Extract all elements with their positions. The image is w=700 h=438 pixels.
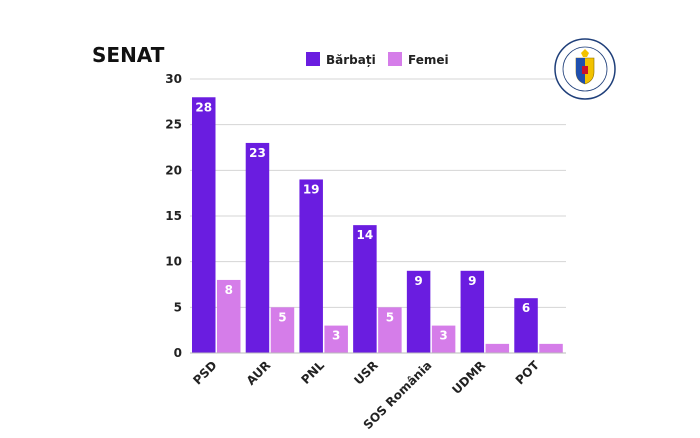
data-label: 28 [195, 100, 212, 114]
legend-label: Femei [408, 53, 449, 67]
data-label: 3 [439, 329, 447, 343]
y-tick-label: 5 [174, 300, 182, 314]
seal-icon [554, 38, 616, 100]
x-tick-label: PSD [190, 358, 219, 387]
legend-label: Bărbați [326, 53, 376, 67]
chart-title: SENAT [92, 43, 165, 67]
y-tick-label: 30 [165, 72, 182, 86]
y-tick-label: 25 [165, 118, 182, 132]
bar-femei [324, 325, 348, 353]
data-label: 5 [278, 310, 286, 324]
data-label: 14 [357, 228, 374, 242]
y-axis: 0 5 10 15 20 25 30 [165, 72, 182, 360]
data-label: 3 [332, 329, 340, 343]
x-tick-label: AUR [244, 358, 274, 388]
x-tick-label: POT [513, 358, 543, 388]
bar-barbati [245, 142, 270, 353]
x-tick-label: UDMR [449, 358, 488, 397]
legend: Bărbați Femei [306, 52, 449, 67]
data-label: 19 [303, 182, 320, 196]
data-label: 5 [386, 310, 394, 324]
bar-barbati [460, 270, 485, 353]
y-tick-label: 20 [165, 163, 182, 177]
bar-femei [485, 343, 510, 353]
bar-femei [217, 279, 241, 353]
legend-swatch [306, 52, 320, 66]
data-label: 9 [468, 274, 476, 288]
bar-femei [431, 325, 456, 353]
bar-barbati [353, 225, 377, 353]
bars: 28 8 23 5 19 3 14 5 9 3 9 6 [190, 97, 566, 354]
y-tick-label: 15 [165, 209, 182, 223]
x-tick-label: PNL [298, 358, 327, 387]
data-label: 23 [249, 146, 266, 160]
y-tick-label: 10 [165, 255, 182, 269]
data-label: 6 [522, 301, 530, 315]
x-tick-label: USR [351, 358, 380, 387]
legend-swatch [388, 52, 402, 66]
data-label: 8 [225, 283, 233, 297]
y-tick-label: 0 [174, 346, 182, 360]
bar-barbati [192, 97, 216, 354]
data-label: 9 [414, 274, 422, 288]
bar-femei [539, 343, 563, 353]
bar-barbati [406, 270, 431, 353]
bar-femei [270, 307, 295, 353]
bar-barbati [514, 298, 538, 353]
bar-femei [378, 307, 402, 353]
bar-barbati [299, 179, 323, 353]
